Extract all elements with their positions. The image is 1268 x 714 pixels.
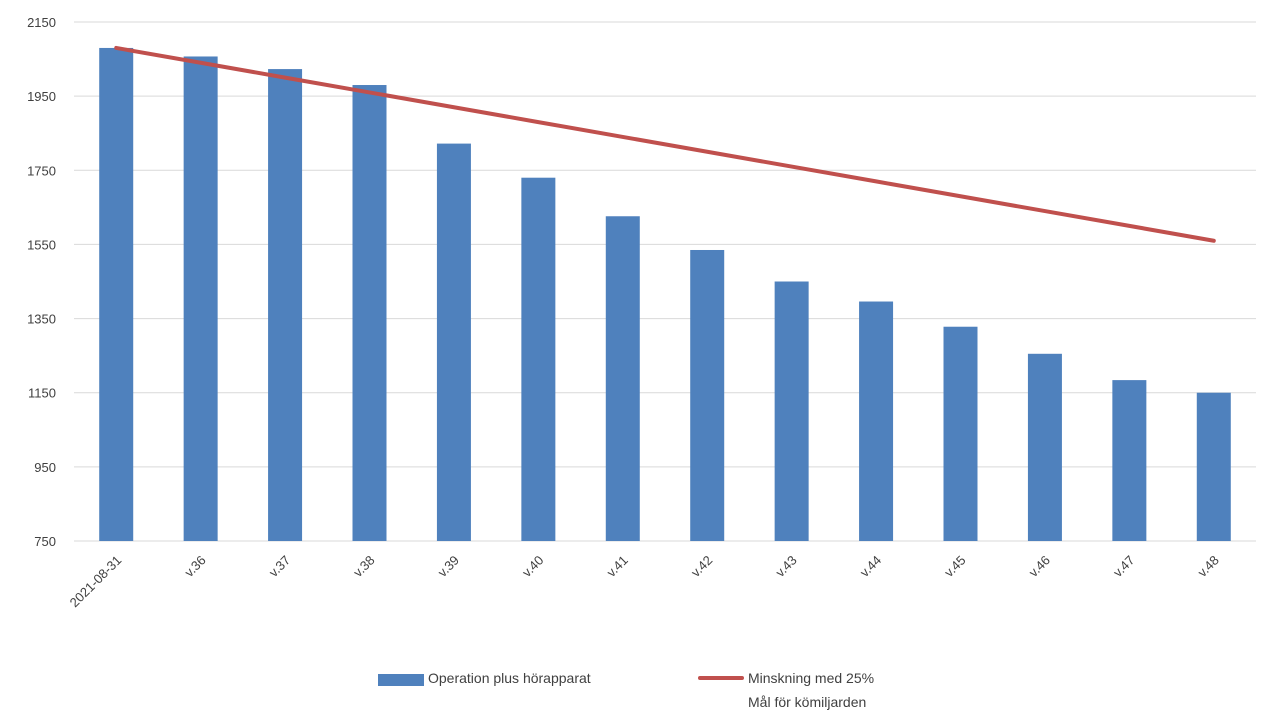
legend-label-bar: Operation plus hörapparat <box>428 668 591 688</box>
y-tick-label: 950 <box>34 460 56 475</box>
bar <box>944 327 978 541</box>
bar <box>521 178 555 541</box>
bar <box>690 250 724 541</box>
y-tick-label: 1950 <box>27 89 56 104</box>
gridlines <box>74 22 1256 541</box>
y-tick-label: 1150 <box>28 386 56 401</box>
bar <box>184 56 218 541</box>
bar <box>1112 380 1146 541</box>
legend-swatch-line <box>698 676 744 680</box>
bar <box>437 144 471 541</box>
bar <box>1028 354 1062 541</box>
bar <box>353 85 387 541</box>
x-tick-label: v.37 <box>266 553 293 580</box>
legend-label-line-2: Mål för kömiljarden <box>748 692 866 712</box>
bar <box>268 69 302 541</box>
bar <box>606 216 640 541</box>
x-tick-label: v.39 <box>435 553 462 580</box>
y-tick-label: 1350 <box>27 312 56 327</box>
x-tick-label: v.48 <box>1195 553 1222 580</box>
x-tick-label: v.43 <box>772 553 799 580</box>
x-tick-label: v.44 <box>857 553 884 580</box>
y-axis-ticks: 750 950 1150 1350 1550 1750 1950 2150 <box>27 15 56 549</box>
y-tick-label: 1550 <box>27 237 56 252</box>
y-tick-label: 1750 <box>27 163 56 178</box>
legend-label-line: Minskning med 25% <box>748 668 874 688</box>
x-axis-ticks: 2021-08-31 v.36 v.37 v.38 v.39 v.40 v.41 v.42 v.… <box>67 553 1222 611</box>
legend-swatch-bar <box>378 674 424 686</box>
y-tick-label: 2150 <box>27 15 56 30</box>
bar <box>1197 393 1231 541</box>
bar <box>859 302 893 541</box>
x-tick-label: v.41 <box>604 553 631 580</box>
x-tick-label: v.46 <box>1026 553 1053 580</box>
x-tick-label: v.40 <box>519 553 546 580</box>
x-tick-label: v.38 <box>350 553 377 580</box>
bar <box>775 282 809 542</box>
x-tick-label: 2021-08-31 <box>67 553 125 611</box>
x-tick-label: v.36 <box>181 553 208 580</box>
x-tick-label: v.45 <box>941 553 968 580</box>
bar <box>99 48 133 541</box>
x-tick-label: v.42 <box>688 553 715 580</box>
y-tick-label: 750 <box>34 534 56 549</box>
x-tick-label: v.47 <box>1110 553 1137 580</box>
